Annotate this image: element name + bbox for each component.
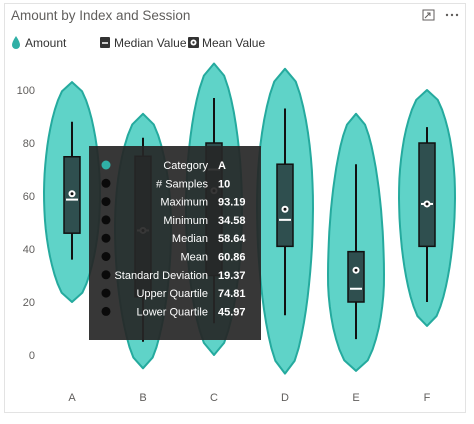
tooltip-label: Mean [180,252,208,264]
y-tick-label: 80 [23,138,35,150]
legend-label: Amount [25,36,67,50]
tooltip-swatch [101,197,111,207]
violin-A[interactable] [43,81,101,303]
tooltip-label: # Samples [156,178,208,190]
mean-marker-dot [283,207,287,211]
tooltip-label: Maximum [160,197,208,209]
legend: Amount Median Value Mean Value [12,36,265,50]
tooltip-value: 74.81 [218,288,246,300]
tooltip-value: A [218,160,226,172]
legend-label: Mean Value [202,36,265,50]
tooltip-label: Standard Deviation [114,270,208,282]
tooltip-value: 10 [218,178,230,190]
x-tick-label: B [139,392,146,404]
x-axis: A B C D E F [68,392,430,404]
y-tick-label: 60 [23,191,35,203]
violin-D[interactable] [256,67,314,375]
y-tick-label: 100 [17,85,35,97]
tooltip-value: 45.97 [218,306,246,318]
violin-chart-visual: Amount by Index and Session Amount Median… [4,3,466,413]
quartile-box [418,142,436,248]
tooltip-panel [89,146,261,340]
tooltip-value: 60.86 [218,252,246,264]
tooltip-label: Upper Quartile [136,288,208,300]
chart-svg: Amount by Index and Session Amount Median… [11,8,459,404]
x-tick-label: F [424,392,431,404]
x-tick-label: D [281,392,289,404]
tooltip-label: Minimum [163,215,208,227]
median-box-icon [100,37,110,48]
quartile-box [276,163,294,248]
more-options-icon[interactable] [445,13,459,17]
mean-marker-dot [354,268,358,272]
tooltip-label: Lower Quartile [136,306,208,318]
mean-marker-dot [70,192,74,196]
y-tick-label: 40 [23,244,35,256]
tooltip-swatch [101,215,111,225]
x-tick-label: C [210,392,218,404]
tooltip-swatch [101,160,111,170]
tooltip-swatch [101,306,111,316]
legend-label: Median Value [114,36,187,50]
tooltip-swatch [101,288,111,298]
tooltip: Category A # Samples 10 Maximum 93.19 Minimum 3… [89,146,261,340]
mean-marker-dot [425,202,429,206]
tooltip-value: 93.19 [218,197,246,209]
x-tick-label: E [352,392,359,404]
tooltip-swatch [101,178,111,188]
droplet-icon [12,36,20,49]
legend-item-median-value[interactable]: Median Value [100,36,187,50]
tooltip-value: 19.37 [218,270,246,282]
legend-item-mean-value[interactable]: Mean Value [188,36,265,50]
focus-mode-icon[interactable] [422,9,435,21]
violin-F[interactable] [398,89,456,327]
y-axis: 0 20 40 60 80 100 [17,85,35,362]
y-tick-label: 20 [23,297,35,309]
violin-E[interactable] [327,112,385,372]
tooltip-value: 34.58 [218,215,246,227]
tooltip-value: 58.64 [218,233,246,245]
tooltip-label: Median [172,233,208,245]
tooltip-swatch [101,252,111,261]
mean-circle-icon [188,37,199,48]
chart-title: Amount by Index and Session [11,8,190,23]
x-tick-label: A [68,392,76,404]
legend-item-amount[interactable]: Amount [12,36,67,50]
tooltip-swatch [101,233,111,243]
y-tick-label: 0 [29,350,35,362]
tooltip-swatch [101,270,111,280]
quartile-box [347,250,365,303]
tooltip-label: Category [163,160,208,172]
